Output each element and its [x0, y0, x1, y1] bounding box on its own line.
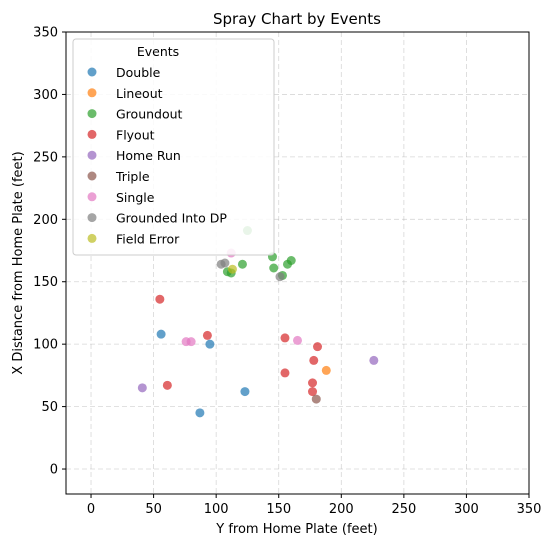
data-point [309, 355, 319, 365]
y-tick-label: 200 [33, 213, 58, 228]
legend-label: Flyout [116, 127, 155, 142]
legend-item: Groundout [87, 107, 183, 122]
legend-box [72, 38, 275, 256]
x-tick-label: 250 [391, 502, 416, 517]
legend-marker [87, 129, 97, 139]
data-point [205, 339, 215, 349]
data-point [321, 365, 331, 375]
x-tick-label: 100 [204, 502, 229, 517]
legend-label: Single [116, 190, 155, 205]
x-tick-label: 300 [454, 502, 479, 517]
legend-item: Field Error [87, 231, 180, 246]
legend: Events Double Lineout Groundout Flyout Home … [72, 38, 275, 256]
data-point [293, 335, 302, 345]
legend-item: Flyout [87, 127, 155, 142]
plot-frame [65, 31, 530, 495]
y-axis-label: X Distance from Home Plate (feet) [11, 151, 26, 374]
y-tick-label: 0 [50, 463, 58, 478]
x-axis-label: Y from Home Plate (feet) [215, 522, 377, 537]
legend-item: Lineout [87, 86, 163, 101]
legend-label: Home Run [116, 148, 181, 163]
legend-marker [87, 150, 97, 160]
y-tick-label: 250 [33, 150, 58, 165]
scatter-points [137, 226, 379, 418]
x-tick-label: 350 [517, 502, 542, 517]
legend-marker [87, 192, 97, 202]
data-point [137, 383, 147, 393]
legend-item: Double [87, 65, 161, 80]
data-point [280, 333, 290, 343]
legend-label: Field Error [116, 231, 180, 246]
x-tick-label: 50 [145, 502, 162, 517]
legend-marker [87, 67, 97, 77]
data-point [286, 256, 296, 266]
x-tick-label: 150 [266, 502, 291, 517]
y-tick-label: 300 [33, 88, 58, 103]
legend-item: Triple [87, 169, 150, 184]
legend-marker [87, 109, 97, 119]
y-tick-label: 100 [33, 338, 58, 353]
data-point [155, 294, 165, 304]
data-point [308, 387, 318, 397]
data-point [280, 368, 290, 378]
legend-label: Double [116, 65, 161, 80]
data-point [220, 258, 230, 268]
legend-label: Triple [115, 169, 150, 184]
data-point [269, 263, 279, 273]
legend-marker [87, 233, 97, 243]
legend-marker [87, 171, 97, 181]
data-point [311, 394, 321, 404]
data-point [162, 380, 172, 390]
data-point [195, 408, 205, 418]
data-point [275, 272, 285, 282]
y-tick-label: 50 [41, 400, 58, 415]
data-point [156, 329, 166, 339]
data-point [202, 330, 212, 340]
legend-title: Events [137, 44, 179, 59]
data-point [308, 378, 318, 388]
x-tick-label: 200 [329, 502, 354, 517]
legend-marker [87, 213, 97, 223]
data-point [313, 342, 323, 352]
axis-ticks: 0 50 100 150 200 250 300 350 0 50 100 150 200 250 300 3… [33, 26, 541, 518]
data-point [186, 337, 196, 347]
legend-label: Lineout [116, 86, 163, 101]
data-point [369, 355, 379, 365]
legend-label: Groundout [116, 107, 183, 122]
data-point [227, 264, 237, 274]
y-tick-label: 350 [33, 26, 58, 41]
legend-item: Grounded Into DP [87, 211, 227, 226]
data-point [240, 387, 250, 397]
legend-item: Home Run [87, 148, 181, 163]
chart-title: Spray Chart by Events [213, 10, 381, 28]
legend-label: Grounded Into DP [116, 211, 227, 226]
legend-marker [87, 88, 97, 98]
data-point [237, 259, 247, 269]
x-tick-label: 0 [87, 502, 95, 517]
y-tick-label: 150 [33, 275, 58, 290]
legend-item: Single [87, 190, 155, 205]
